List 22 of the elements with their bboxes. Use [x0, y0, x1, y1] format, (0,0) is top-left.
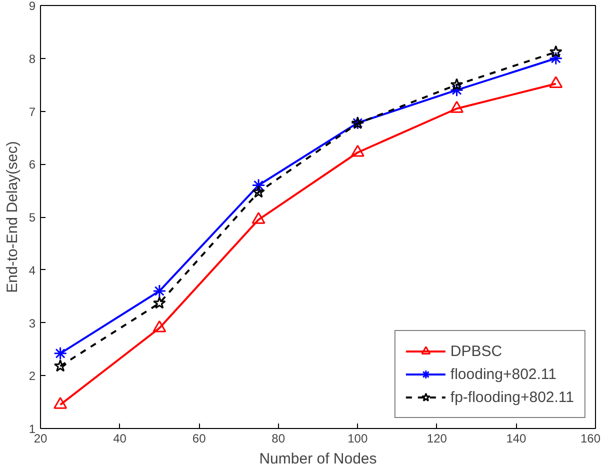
x-tick-label: 100 — [348, 432, 368, 446]
x-tick-label: 40 — [113, 432, 127, 446]
y-tick-label: 9 — [28, 0, 36, 13]
x-tick-label: 140 — [506, 432, 527, 446]
legend-label: DPBSC — [450, 342, 502, 360]
y-tick-label: 8 — [28, 52, 36, 66]
x-tick-label: 160 — [580, 432, 601, 446]
x-tick-label: 120 — [426, 432, 448, 446]
y-axis-title: End-to-End Delay(sec) — [4, 141, 21, 293]
x-axis-title: Number of Nodes — [259, 450, 377, 468]
x-tick-label: 20 — [34, 432, 48, 446]
legend-label: flooding+802.11 — [450, 366, 556, 382]
y-tick-label: 2 — [28, 369, 36, 384]
y-tick-label: 7 — [28, 104, 36, 119]
y-tick-label: 1 — [28, 422, 36, 436]
y-tick-label: 4 — [28, 263, 36, 278]
x-tick-label: 60 — [192, 432, 206, 446]
y-tick-label: 3 — [28, 316, 36, 330]
x-tick-label: 80 — [272, 432, 286, 446]
y-tick-label: 5 — [28, 210, 36, 224]
legend-label: fp-flooding+802.11 — [450, 388, 574, 406]
y-tick-label: 6 — [28, 158, 36, 172]
